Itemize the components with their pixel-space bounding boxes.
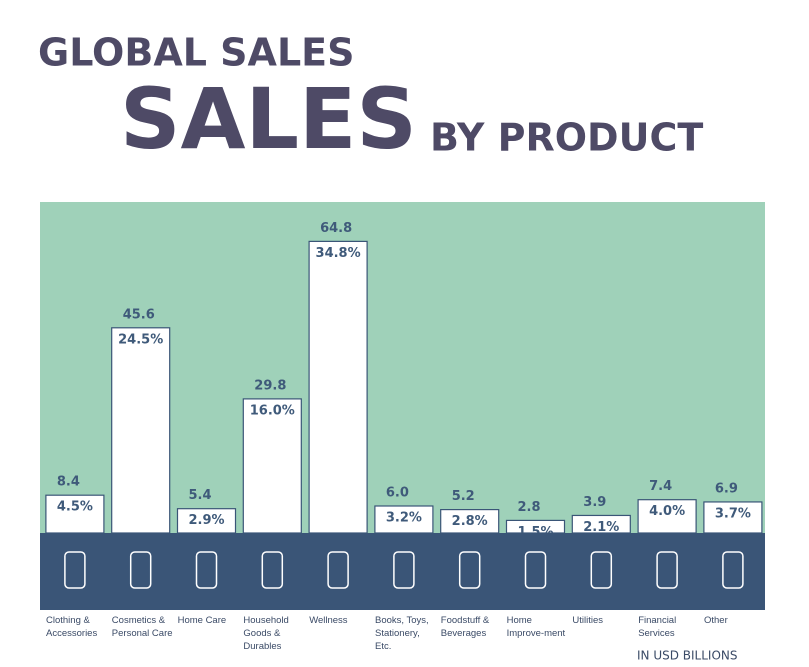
category-icon [393,551,415,589]
category-icon [656,551,678,589]
bar [637,499,697,534]
value-label: 3.9 [583,495,606,510]
share-label: 2.1% [583,520,619,535]
category-icon [327,551,349,589]
value-label: 5.2 [452,489,475,504]
category-label: Financial Services [638,615,677,639]
bar [308,240,368,534]
value-label: 6.0 [386,486,409,501]
share-label: 16.0% [250,403,295,418]
category-label: Wellness [309,615,348,626]
value-label: 29.8 [254,378,286,393]
value-label: 6.9 [715,481,738,496]
bar [374,505,434,534]
share-label: 4.0% [649,504,685,519]
category-label: Home Care [177,615,227,626]
bar [45,494,105,534]
bar [176,508,237,534]
share-label: 3.7% [715,506,751,521]
category-icon [722,551,744,589]
subtitle-small: BY PRODUCT [430,116,703,160]
share-label: 24.5% [118,332,163,347]
subtitle-big: SALES [120,70,417,168]
category-icon [261,551,284,589]
share-label: 4.5% [57,500,93,515]
value-label: 45.6 [123,307,155,322]
share-label: 2.8% [452,514,488,529]
icon-band [40,533,765,610]
value-label: 8.4 [57,475,80,490]
value-label: 2.8 [518,500,541,515]
category-icon [458,551,481,589]
category-label: Household Goods & Durables [243,615,289,652]
share-label: 2.9% [188,513,224,528]
category-label: Clothing & Accessories [46,615,98,639]
category-label: Books, Toys, Stationery, Etc. [375,615,429,652]
bar [242,398,302,534]
category-icon [129,551,152,589]
chart-title: GLOBAL SALES [38,31,355,75]
category-icon [590,551,613,589]
value-label: 64.8 [320,221,352,236]
category-label: Foodstuff & Beverages [440,615,490,639]
category-label: Cosmetics & Personal Care [111,615,173,639]
category-icon [195,551,218,589]
value-label: 5.4 [189,488,212,503]
value-label: 7.4 [649,479,672,494]
share-label: 34.8% [316,246,361,261]
category-icon [524,551,547,589]
unit-note: IN USD BILLIONS [637,649,738,663]
category-label: Other [704,615,728,626]
category-label: Utilities [572,615,604,626]
bar [111,327,171,534]
share-label: 3.2% [386,511,422,526]
category-icon [64,551,86,589]
bar [703,501,763,534]
category-label: Home Improve-ment [506,615,566,639]
